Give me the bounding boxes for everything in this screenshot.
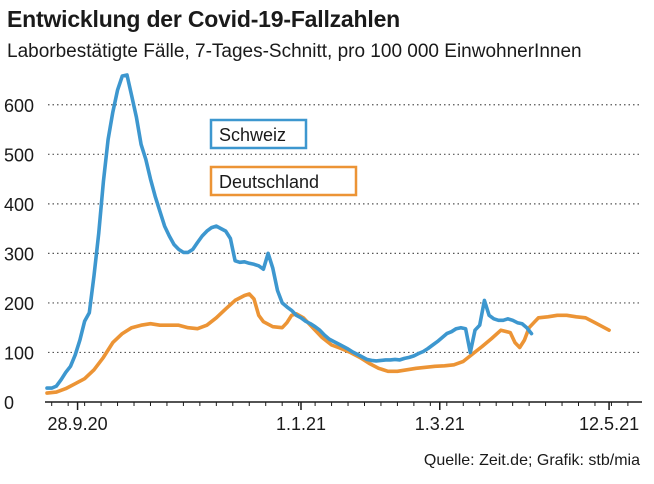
x-tick-label: 28.9.20: [48, 414, 108, 434]
series-lines: [45, 73, 611, 395]
x-tick-label: 1.3.21: [415, 414, 465, 434]
y-tick-label: 0: [4, 393, 14, 413]
legend: Schweiz Deutschland: [209, 118, 358, 197]
y-axis-tick-labels: 0 100 200 300 400 500 600: [4, 96, 34, 413]
legend-box-schweiz: [209, 118, 308, 150]
y-tick-label: 200: [4, 294, 34, 314]
legend-box-deutschland: [209, 165, 358, 197]
chart-title: Entwicklung der Covid-19-Fallzahlen: [7, 6, 401, 32]
x-tick-label: 12.5.21: [579, 414, 639, 434]
series-line-schweiz: [45, 73, 534, 390]
y-tick-label: 400: [4, 195, 34, 215]
y-tick-label: 600: [4, 96, 34, 116]
source-note: Quelle: Zeit.de; Grafik: stb/mia: [423, 452, 640, 469]
y-tick-label: 100: [4, 343, 34, 363]
y-tick-label: 500: [4, 145, 34, 165]
series-line-deutschland: [45, 292, 611, 395]
y-tick-label: 300: [4, 244, 34, 264]
legend-label-schweiz: Schweiz: [219, 125, 286, 145]
chart-subtitle: Laborbestätigte Fälle, 7-Tages-Schnitt, …: [7, 41, 582, 62]
x-axis-ticks: 28.9.20 1.1.21 1.3.21 12.5.21: [48, 402, 639, 434]
legend-label-deutschland: Deutschland: [219, 172, 319, 192]
x-tick-label: 1.1.21: [276, 414, 326, 434]
